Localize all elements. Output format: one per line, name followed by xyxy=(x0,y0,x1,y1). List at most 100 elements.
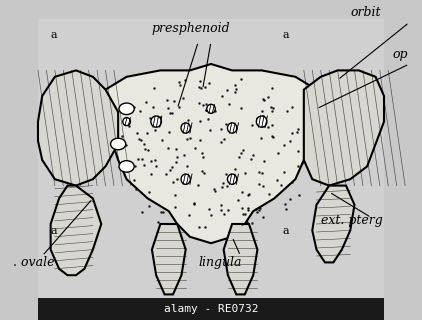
Bar xyxy=(38,29,63,301)
Point xyxy=(242,212,249,217)
Point xyxy=(176,83,183,88)
Point xyxy=(184,121,190,126)
Point xyxy=(233,86,239,92)
Point xyxy=(260,97,267,102)
Point xyxy=(146,115,153,120)
Ellipse shape xyxy=(207,104,215,113)
Point xyxy=(218,127,225,132)
Point xyxy=(184,136,190,141)
Circle shape xyxy=(119,161,134,172)
Point xyxy=(167,167,174,172)
Point xyxy=(295,164,301,169)
Point xyxy=(218,93,225,99)
Point xyxy=(287,197,293,202)
Point xyxy=(249,123,255,128)
Point xyxy=(218,140,225,145)
Point xyxy=(135,156,142,161)
Bar xyxy=(38,298,384,320)
Point xyxy=(274,178,281,183)
Point xyxy=(168,164,175,170)
Point xyxy=(211,108,218,113)
Polygon shape xyxy=(152,224,186,294)
Point xyxy=(132,164,138,169)
Point xyxy=(137,108,143,113)
Point xyxy=(250,152,257,157)
Point xyxy=(256,170,262,175)
Point xyxy=(266,191,273,196)
Text: lingula: lingula xyxy=(198,256,242,268)
Bar xyxy=(38,19,384,301)
Point xyxy=(281,202,288,207)
Point xyxy=(184,164,190,169)
Point xyxy=(221,137,228,142)
Point xyxy=(238,190,245,195)
Point xyxy=(173,146,179,151)
Point xyxy=(239,211,246,216)
Point xyxy=(175,79,182,84)
Point xyxy=(223,87,230,92)
Point xyxy=(238,221,245,226)
Point xyxy=(280,143,287,148)
Point xyxy=(269,135,276,140)
Point xyxy=(268,133,275,138)
Point xyxy=(200,171,207,176)
Point xyxy=(269,109,276,114)
Point xyxy=(259,184,266,189)
Point xyxy=(171,98,178,103)
Text: a: a xyxy=(283,30,289,40)
Point xyxy=(157,210,164,215)
Text: ext. pterg: ext. pterg xyxy=(321,214,382,227)
Point xyxy=(248,157,254,162)
Point xyxy=(238,150,244,156)
Point xyxy=(256,182,262,187)
Point xyxy=(165,130,172,135)
Point xyxy=(235,154,242,159)
Point xyxy=(173,154,180,159)
Polygon shape xyxy=(312,186,354,262)
Text: a: a xyxy=(51,30,57,40)
Point xyxy=(220,212,227,217)
Point xyxy=(260,96,266,101)
Point xyxy=(268,104,274,109)
Point xyxy=(172,192,179,197)
Point xyxy=(256,208,263,213)
Point xyxy=(164,146,171,151)
Point xyxy=(261,124,268,129)
Point xyxy=(254,210,260,215)
Point xyxy=(131,105,138,110)
Point xyxy=(158,137,165,142)
Point xyxy=(260,113,267,118)
Point xyxy=(196,225,203,230)
Point xyxy=(277,182,284,188)
Point xyxy=(196,79,203,84)
Point xyxy=(152,128,159,133)
Point xyxy=(160,209,166,214)
Point xyxy=(268,85,275,91)
Point xyxy=(211,186,217,191)
Point xyxy=(169,179,176,184)
Point xyxy=(289,130,295,135)
Point xyxy=(173,160,179,165)
Point xyxy=(179,96,186,101)
Point xyxy=(299,161,306,166)
Point xyxy=(138,138,144,143)
Point xyxy=(224,184,231,189)
Point xyxy=(264,94,271,100)
Point xyxy=(174,177,181,182)
Point xyxy=(245,192,252,197)
Point xyxy=(261,158,268,163)
Point xyxy=(257,206,264,211)
Point xyxy=(206,81,213,86)
Point xyxy=(119,133,126,139)
Point xyxy=(241,170,248,175)
Point xyxy=(232,89,238,94)
Point xyxy=(205,207,212,212)
Point xyxy=(295,126,302,131)
Circle shape xyxy=(111,138,126,150)
Point xyxy=(163,97,170,102)
Point xyxy=(203,108,209,113)
Point xyxy=(254,116,260,121)
Point xyxy=(167,110,174,116)
Point xyxy=(208,212,214,217)
Polygon shape xyxy=(101,64,321,243)
